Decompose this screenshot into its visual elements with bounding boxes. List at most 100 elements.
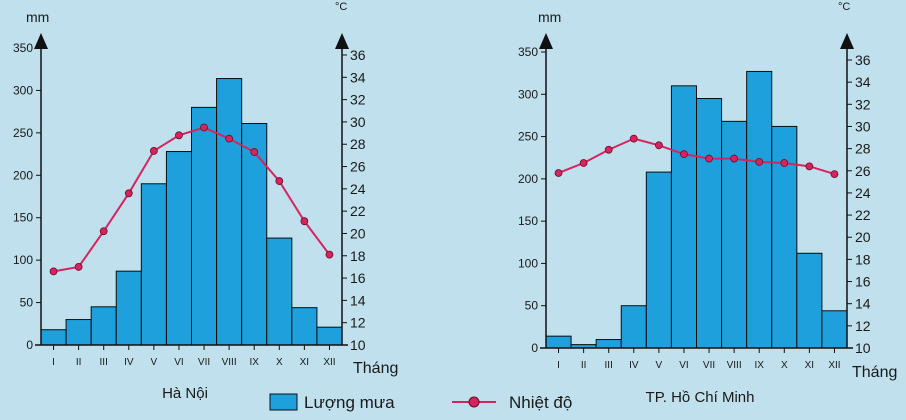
right-axis-tick-label: 16 [350, 270, 366, 286]
right-axis-tick-label: 24 [855, 185, 871, 201]
left-axis-tick-label: 350 [518, 45, 538, 59]
x-axis-tick-label: V [151, 357, 158, 368]
right-axis-tick-label: 34 [350, 69, 366, 85]
right-axis-tick-label: 22 [350, 203, 366, 219]
x-axis-tick-label: V [656, 360, 663, 371]
right-axis-tick-label: 32 [350, 92, 366, 108]
x-axis-tick-label: VI [174, 357, 183, 368]
x-axis-tick-label: II [581, 360, 587, 371]
right-axis-tick-label: 30 [350, 114, 366, 130]
temperature-point [780, 159, 789, 167]
rain-bar [165, 151, 193, 346]
rain-bar [696, 98, 723, 349]
temperature-point [74, 263, 83, 271]
x-axis-tick-label: VII [198, 357, 210, 368]
temperature-point [99, 227, 108, 236]
x-axis-tick-label: I [52, 357, 55, 368]
temperature-point [49, 267, 58, 276]
left-axis-tick-label: 200 [518, 172, 538, 186]
x-axis-label: Tháng [852, 364, 897, 381]
rain-bar [746, 70, 773, 349]
chart-title: TP. Hồ Chí Minh [646, 389, 755, 406]
right-axis-tick-label: 14 [350, 292, 366, 308]
temperature-point [554, 169, 563, 177]
x-axis-tick-label: I [557, 360, 560, 371]
left-axis-tick-label: 350 [13, 41, 33, 55]
right-axis-unit: °C [838, 1, 850, 13]
right-axis-tick-label: 20 [350, 225, 366, 241]
rain-bar [65, 319, 92, 346]
right-axis-tick-label: 28 [350, 136, 366, 152]
right-axis-tick-label: 34 [855, 74, 871, 90]
rain-bar [796, 252, 823, 349]
temperature-point [225, 134, 234, 143]
right-axis-tick-label: 24 [350, 181, 366, 197]
left-axis-tick-label: 300 [13, 83, 33, 97]
right-axis-tick-label: 12 [350, 315, 366, 331]
rain-bar [645, 171, 672, 349]
temperature-point [830, 170, 839, 178]
temperature-point [579, 159, 588, 167]
left-axis-tick-label: 50 [525, 299, 539, 313]
legend-rain-swatch [269, 393, 298, 411]
temperature-point [124, 189, 133, 198]
temperature-point [325, 250, 334, 259]
legend-temp-marker [468, 396, 480, 408]
temperature-point [705, 154, 713, 163]
rain-bar [821, 310, 848, 349]
chart-ha-noi: 0 50 100 150 200 250 300 350 mm 10 12 14 16 18 20 22 24 2… [13, 1, 398, 402]
right-axis-tick-label: 32 [855, 96, 871, 112]
temperature-point [175, 131, 183, 140]
right-axis-tick-label: 26 [350, 159, 366, 175]
rain-bar [266, 237, 293, 346]
temperature-point [200, 123, 208, 132]
temperature-point [300, 217, 309, 226]
right-axis-arrow [840, 33, 854, 49]
rain-bar [191, 106, 218, 346]
rain-bar [291, 307, 318, 346]
temperature-point [629, 134, 638, 143]
rain-bar [241, 123, 268, 346]
temperature-point [680, 150, 688, 159]
x-axis-tick-label: X [276, 357, 283, 368]
left-axis-tick-label: 100 [13, 253, 33, 267]
x-axis-tick-label: XI [300, 357, 309, 368]
temperature-point [730, 154, 739, 163]
left-axis-tick-label: 300 [518, 87, 538, 101]
legend-temp-label: Nhiệt độ [509, 393, 572, 412]
left-axis-arrow [34, 33, 48, 49]
x-axis-label: Tháng [353, 360, 398, 377]
x-axis-tick-label: II [76, 357, 82, 368]
right-axis-tick-label: 14 [855, 296, 871, 312]
left-axis-tick-label: 150 [13, 211, 33, 225]
temperature-point [654, 141, 663, 150]
rain-bar [216, 78, 243, 346]
right-axis-tick-label: 36 [855, 52, 871, 68]
temperature-point [805, 162, 814, 171]
left-axis-tick-label: 150 [518, 214, 538, 228]
left-axis-tick-label: 100 [518, 256, 538, 270]
right-axis-tick-label: 18 [350, 248, 366, 264]
x-axis-tick-label: IX [754, 360, 764, 371]
temperature-line [53, 126, 331, 273]
right-axis-tick-label: 26 [855, 163, 871, 179]
right-axis-tick-label: 22 [855, 207, 871, 223]
temperature-point [149, 147, 158, 155]
left-axis-tick-label: 200 [13, 168, 33, 182]
chart-ho-chi-minh: 0 50 100 150 200 250 300 350 mm 10 12 14 16 18 20 22 24 2… [518, 1, 897, 406]
right-axis-arrow [335, 33, 349, 49]
right-axis-tick-label: 30 [855, 118, 871, 134]
right-axis-tick-label: 10 [855, 340, 871, 356]
left-axis-tick-label: 0 [26, 338, 33, 352]
x-axis-tick-label: IX [249, 357, 259, 368]
x-axis-tick-label: IV [124, 357, 134, 368]
temperature-point [250, 148, 259, 156]
temperature-point [755, 158, 764, 166]
right-axis-tick-label: 28 [855, 141, 871, 157]
x-axis-tick-label: VIII [727, 360, 742, 371]
x-axis-tick-label: IV [629, 360, 639, 371]
right-axis-tick-label: 10 [350, 337, 366, 353]
x-axis-tick-label: VI [679, 360, 688, 371]
rain-bar [670, 85, 698, 349]
right-axis-tick-label: 36 [350, 47, 366, 63]
